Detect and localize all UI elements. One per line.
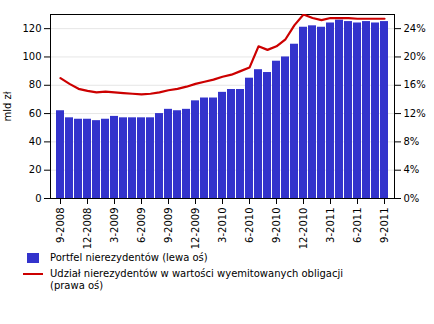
html-text:Portfel nierezydentów (lewa oś: Portfel nierezydentów (lewa oś) [50,252,208,263]
svg-text:12-2009: 12-2009 [190,208,201,250]
svg-text:100: 100 [22,51,41,62]
svg-text:24%: 24% [404,23,426,34]
svg-text:9-2010: 9-2010 [271,208,282,243]
svg-text:9-2009: 9-2009 [163,208,174,243]
svg-text:6-2011: 6-2011 [352,208,363,243]
svg-text:9-2008: 9-2008 [55,208,66,243]
svg-text:20%: 20% [404,51,426,62]
svg-text:0%: 0% [404,193,420,204]
svg-text:3-2011: 3-2011 [325,208,336,243]
svg-text:80: 80 [29,79,42,90]
svg-text:6-2010: 6-2010 [244,208,255,243]
svg-text:16%: 16% [404,79,426,90]
svg-text:4%: 4% [404,164,420,175]
html-text:Udział nierezydentów w wartośc: Udział nierezydentów w wartości wyemitow… [50,267,343,291]
svg-text:60: 60 [29,108,42,119]
svg-text:40: 40 [29,136,42,147]
svg-text:mld zł: mld zł [2,91,13,121]
svg-text:3-2010: 3-2010 [217,208,228,243]
svg-text:12-2008: 12-2008 [82,208,93,250]
svg-text:0: 0 [35,193,41,204]
svg-text:3-2009: 3-2009 [109,208,120,243]
svg-text:120: 120 [22,23,41,34]
svg-text:6-2009: 6-2009 [136,208,147,243]
svg-text:8%: 8% [404,136,420,147]
svg-text:20: 20 [29,164,42,175]
svg-text:12-2010: 12-2010 [298,208,309,250]
svg-text:12%: 12% [404,108,426,119]
svg-text:9-2011: 9-2011 [379,208,390,243]
